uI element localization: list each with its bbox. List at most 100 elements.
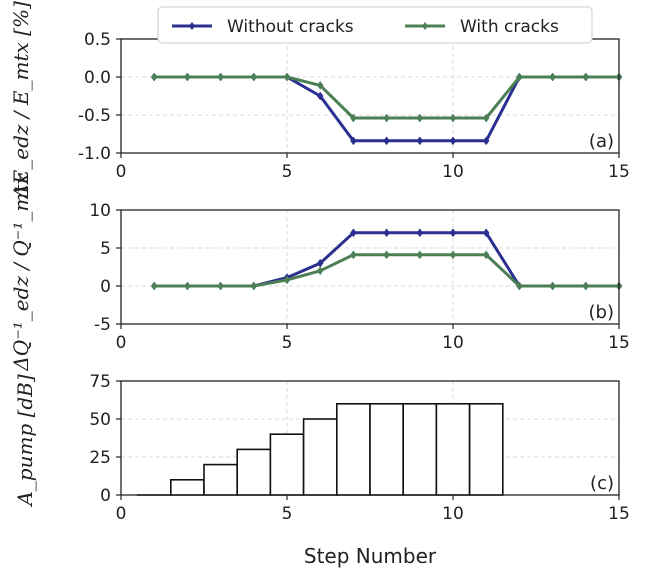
panel-c-bar-3 xyxy=(236,448,272,496)
panel-b-point-without-cracks-10 xyxy=(482,228,490,238)
panel-b-point-with-cracks-13 xyxy=(582,281,590,291)
panel-b-point-with-cracks-12 xyxy=(549,281,556,291)
panel-a-ticks: 0 5 10 15 -1.0 -0.5 0.0 0.5 xyxy=(78,30,630,182)
legend: Without cracks With cracks xyxy=(157,6,593,44)
panel-a-point-with-cracks-12 xyxy=(549,72,556,82)
panel-b-point-with-cracks-4 xyxy=(283,275,291,285)
panel-a-point-with-cracks-3 xyxy=(250,72,258,82)
panel-b-point-with-cracks-8 xyxy=(416,250,424,260)
panel-c-bar-7 xyxy=(369,402,405,496)
panel-c-ylabel: A_pump [dB] xyxy=(13,374,37,508)
panel-a-ytick-label-2: 0.0 xyxy=(84,68,111,88)
panel-c: 0 5 10 15 0 25 50 75 (c) xyxy=(89,372,629,524)
panel-c-ytick-label-0: 0 xyxy=(100,486,111,506)
panel-b-frame xyxy=(120,209,620,325)
panel-c-bar-6 xyxy=(335,402,371,496)
panel-b-point-with-cracks-10 xyxy=(482,250,490,260)
panel-b-point-without-cracks-6 xyxy=(350,228,357,238)
panel-b-point-with-cracks-3 xyxy=(250,281,258,291)
panel-a-series-line-with-cracks xyxy=(154,75,619,120)
panel-b-ytick-label-0: -5 xyxy=(94,315,111,335)
panel-a-ytick-label-0: -1.0 xyxy=(78,144,111,164)
panel-a-point-with-cracks-0 xyxy=(150,72,158,82)
panel-a-point-with-cracks-1 xyxy=(184,72,191,82)
panel-c-ticks: 0 5 10 15 0 25 50 75 xyxy=(89,372,629,524)
legend-label-without-cracks: Without cracks xyxy=(227,17,354,37)
panel-b-point-with-cracks-1 xyxy=(184,281,191,291)
panel-b-ytick-label-2: 5 xyxy=(100,239,111,259)
panel-a-point-with-cracks-11 xyxy=(516,72,523,82)
legend-box xyxy=(157,6,593,44)
panel-b-grid xyxy=(121,210,619,324)
panel-b-series-line-without-cracks xyxy=(154,231,619,288)
panel-a-xtick-label-2: 10 xyxy=(442,162,464,182)
panel-a-ylabel: ΔE_edz / E_mtx [%] xyxy=(9,1,33,200)
panel-a-xtick-label-3: 15 xyxy=(608,162,630,182)
panel-b-series-line-with-cracks xyxy=(154,253,619,288)
panel-c-bar-2 xyxy=(203,463,239,496)
panel-c-frame xyxy=(120,380,620,496)
panel-b-xtick-label-1: 5 xyxy=(282,333,293,353)
panel-b-xtick-label-3: 15 xyxy=(608,333,630,353)
panel-c-bar-10 xyxy=(468,402,504,496)
legend-entry-with-cracks: With cracks xyxy=(405,17,559,37)
panel-c-ytick-label-1: 25 xyxy=(89,448,111,468)
panel-b-ytick-label-3: 10 xyxy=(89,201,111,221)
panel-a-xtick-label-1: 5 xyxy=(282,162,293,182)
panel-a-tag: (a) xyxy=(589,131,614,152)
panel-a: 0 5 10 15 -1.0 -0.5 0.0 0.5 (a) xyxy=(78,30,630,182)
panel-a-ytick-label-1: -0.5 xyxy=(78,106,111,126)
panel-c-bar-8 xyxy=(402,402,438,496)
panel-c-tag: (c) xyxy=(590,473,614,494)
legend-marker-without-cracks xyxy=(189,22,195,30)
legend-label-with-cracks: With cracks xyxy=(460,17,559,37)
panel-b-ytick-label-1: 0 xyxy=(100,277,111,297)
panel-a-frame xyxy=(120,38,620,154)
panel-b-point-with-cracks-6 xyxy=(350,250,357,260)
legend-marker-with-cracks xyxy=(422,22,428,30)
panel-a-grid xyxy=(121,39,619,153)
panel-a-point-without-cracks-8 xyxy=(416,136,424,146)
panel-b-point-with-cracks-9 xyxy=(449,250,457,260)
panel-a-point-with-cracks-13 xyxy=(582,72,590,82)
panel-a-point-with-cracks-8 xyxy=(416,113,424,123)
panel-a-point-without-cracks-5 xyxy=(316,91,324,101)
panel-b-ylabel: ΔQ⁻¹_edz / Q⁻¹_mtx xyxy=(9,173,33,371)
panel-b-point-with-cracks-7 xyxy=(383,250,390,260)
panel-a-point-without-cracks-6 xyxy=(350,136,357,146)
panel-a-point-with-cracks-5 xyxy=(316,80,324,90)
panel-c-bar-1 xyxy=(170,478,205,496)
panel-a-series-line-without-cracks xyxy=(154,75,619,143)
panel-a-ytick-label-3: 0.5 xyxy=(84,30,111,50)
panel-b-point-with-cracks-5 xyxy=(316,266,324,276)
panel-b-point-with-cracks-2 xyxy=(217,281,224,291)
panel-b-point-without-cracks-9 xyxy=(449,228,457,238)
panel-a-plot xyxy=(150,72,623,146)
panel-a-point-with-cracks-10 xyxy=(482,113,490,123)
panel-b-point-without-cracks-8 xyxy=(416,228,424,238)
panel-c-xtick-label-3: 15 xyxy=(608,504,630,524)
panel-a-point-with-cracks-6 xyxy=(350,113,357,123)
panel-c-plot xyxy=(136,402,504,496)
panel-c-bar-4 xyxy=(269,433,305,496)
panel-c-xtick-label-2: 10 xyxy=(442,504,464,524)
legend-entry-without-cracks: Without cracks xyxy=(172,17,354,37)
panel-c-xtick-label-1: 5 xyxy=(282,504,293,524)
panel-c-bar-9 xyxy=(435,402,471,496)
panel-a-point-without-cracks-7 xyxy=(383,136,390,146)
x-axis-title: Step Number xyxy=(304,544,437,568)
panel-b-xtick-label-0: 0 xyxy=(116,333,127,353)
panel-a-point-with-cracks-2 xyxy=(217,72,224,82)
panel-b-point-with-cracks-11 xyxy=(516,281,523,291)
panel-a-point-with-cracks-7 xyxy=(383,113,390,123)
panel-b-tag: (b) xyxy=(589,302,614,323)
panel-b-point-without-cracks-7 xyxy=(383,228,390,238)
panel-a-point-without-cracks-9 xyxy=(449,136,457,146)
panel-a-point-with-cracks-4 xyxy=(283,72,291,82)
panel-c-ytick-label-3: 75 xyxy=(89,372,111,392)
panel-a-point-without-cracks-10 xyxy=(482,136,490,146)
panel-c-xtick-label-0: 0 xyxy=(116,504,127,524)
